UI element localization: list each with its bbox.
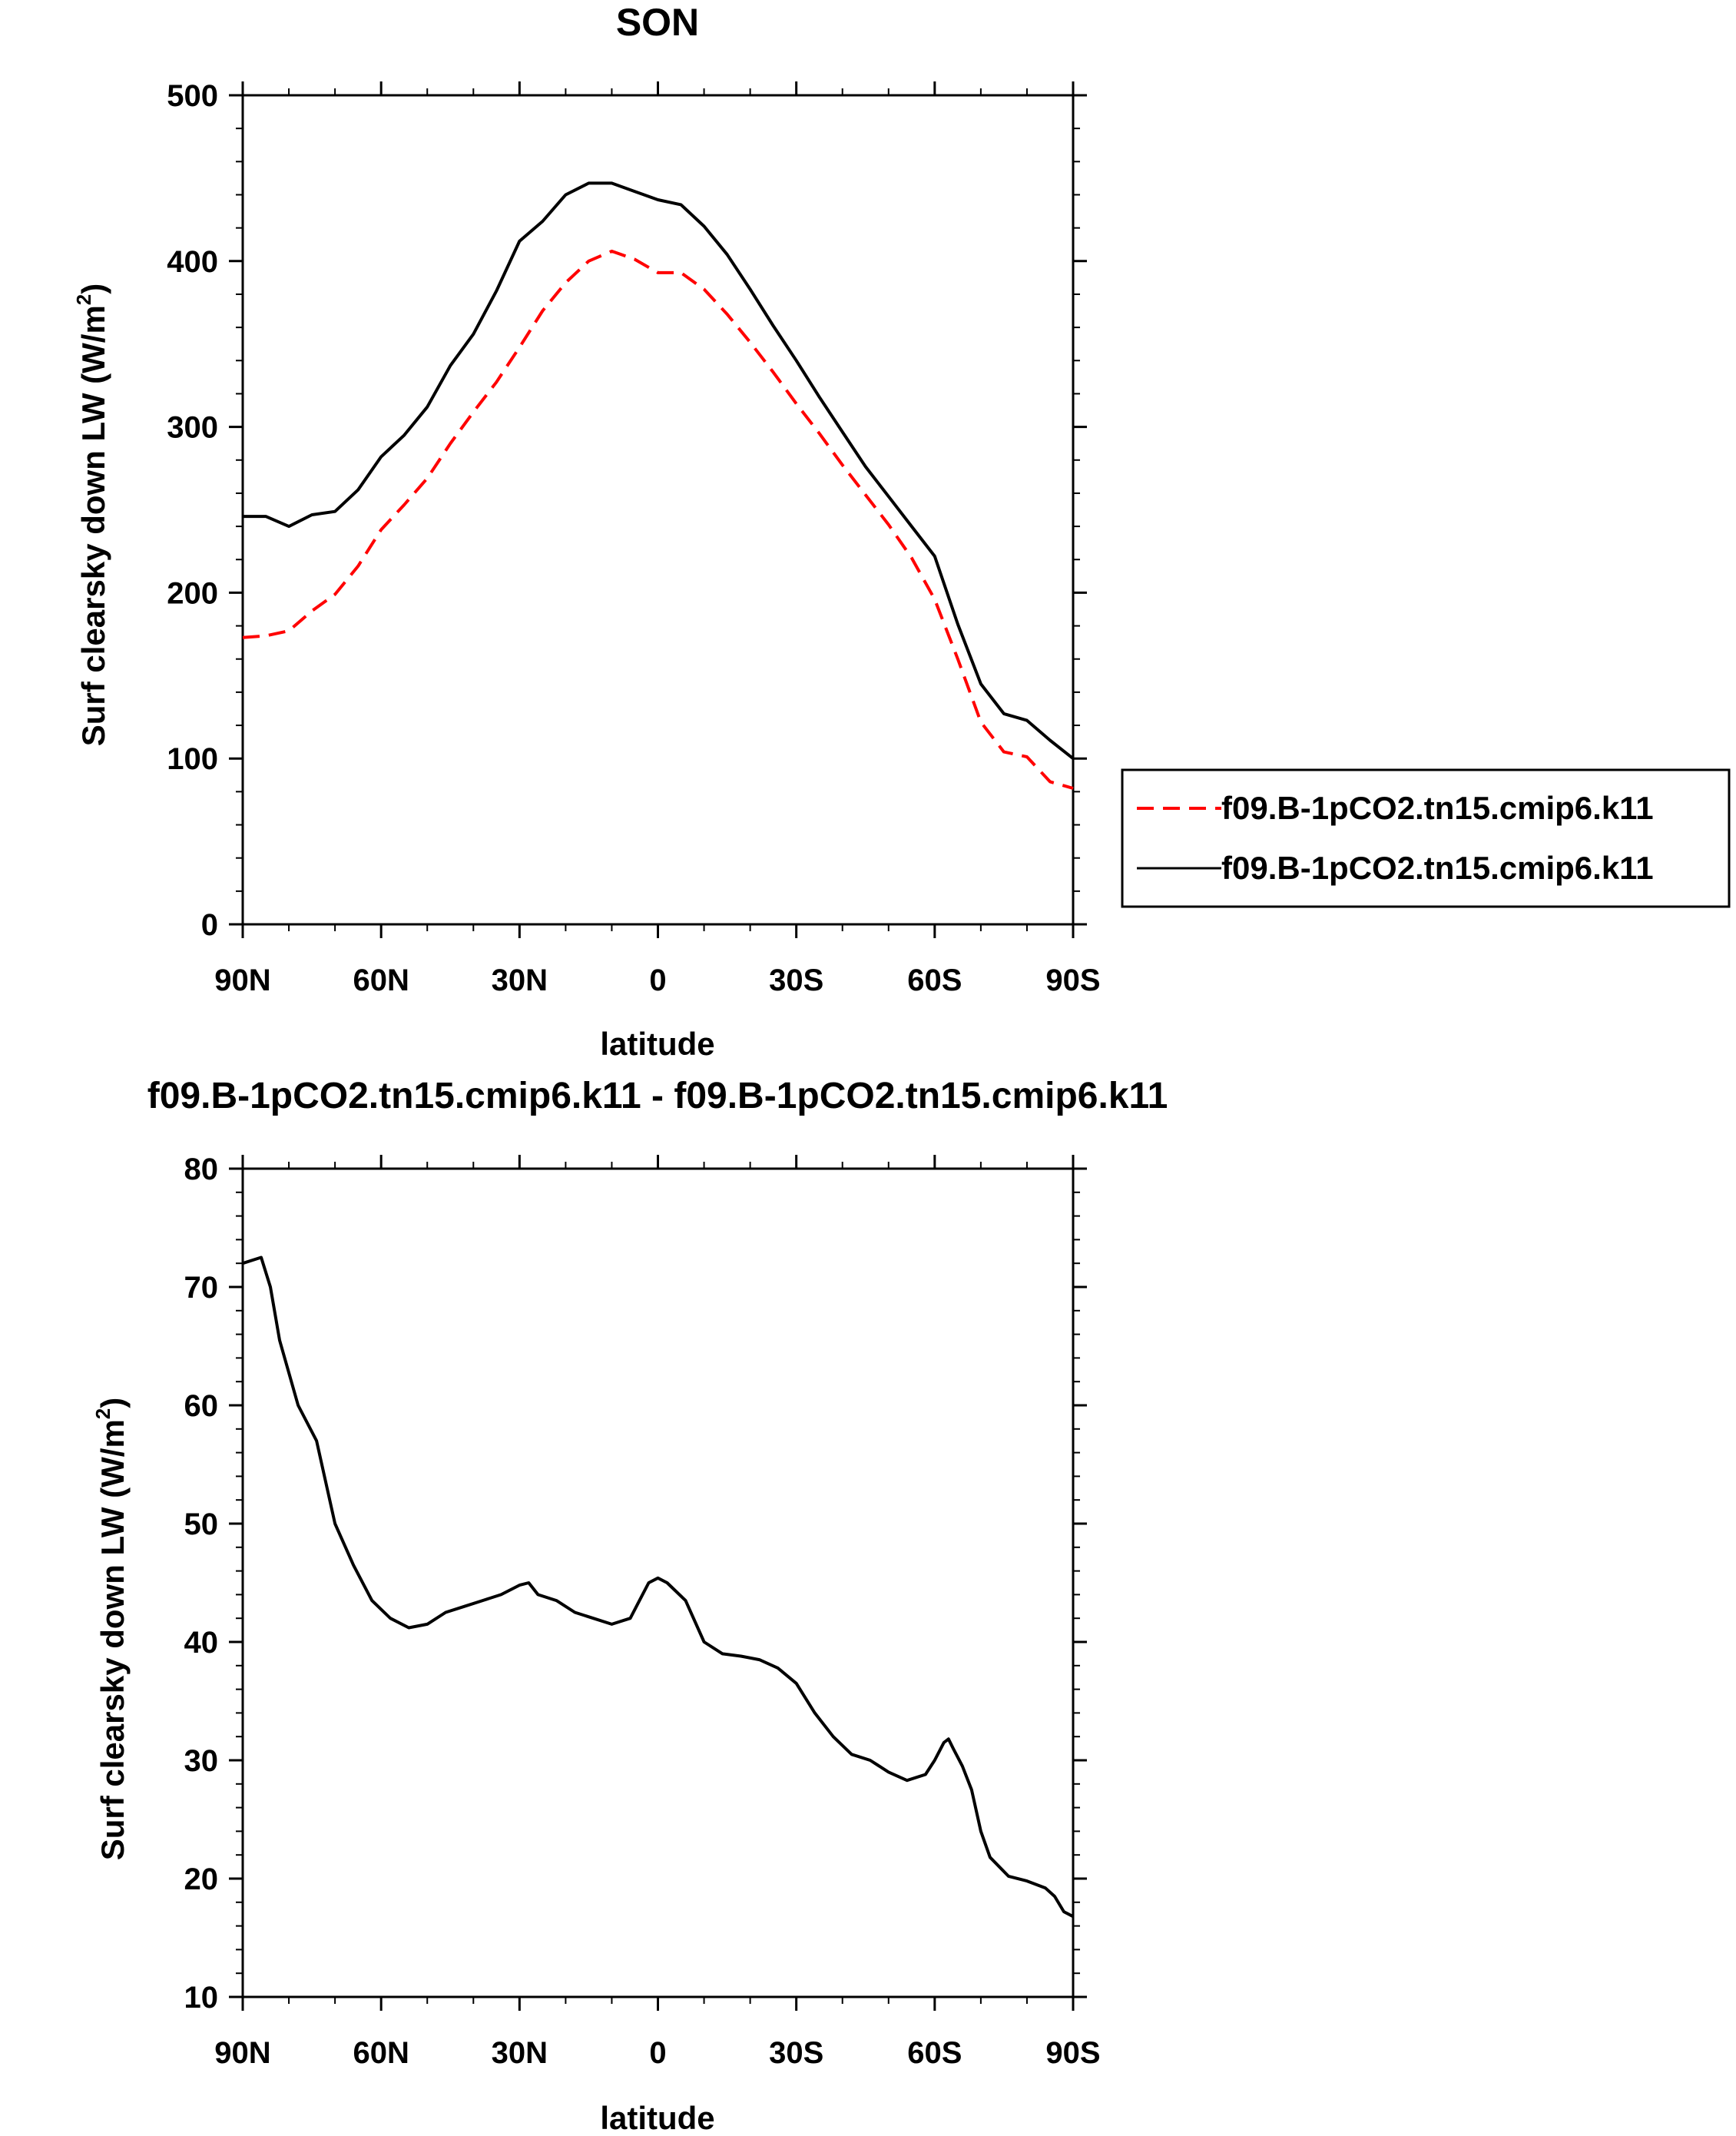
top-x-tick-label: 60S	[907, 964, 962, 997]
bottom-y-tick-label: 10	[184, 1981, 219, 2015]
bottom-x-tick-label: 60N	[353, 2036, 409, 2070]
bottom-y-axis-label-close: )	[94, 1398, 131, 1408]
bottom-y-tick-label: 60	[184, 1389, 219, 1423]
bottom-y-tick-label: 50	[184, 1507, 219, 1541]
top-y-tick-label: 100	[167, 742, 218, 776]
legend: f09.B-1pCO2.tn15.cmip6.k11 f09.B-1pCO2.t…	[1121, 768, 1731, 908]
top-y-axis-label-text: Surf clearsky down LW (W/m	[75, 305, 111, 746]
bottom-x-tick-label: 60S	[907, 2036, 962, 2070]
bottom-y-tick-label: 30	[184, 1744, 219, 1778]
bottom-y-axis-label-sup: 2	[91, 1408, 114, 1419]
top-plot-area: 0 100 200 300 400 500 90N 60N 30N 0 30S 60S 90S	[167, 79, 1100, 997]
bottom-x-tick-label: 90N	[214, 2036, 270, 2070]
bottom-chart-title: f09.B-1pCO2.tn15.cmip6.k11 - f09.B-1pCO2…	[147, 1076, 1168, 1116]
top-y-axis-label-sup: 2	[72, 294, 95, 305]
bottom-x-tick-label: 30S	[769, 2036, 823, 2070]
bottom-y-tick-label: 70	[184, 1271, 219, 1305]
bottom-x-tick-label: 30N	[492, 2036, 548, 2070]
top-y-tick-label: 200	[167, 576, 218, 610]
legend-label-1: f09.B-1pCO2.tn15.cmip6.k11	[1221, 790, 1654, 826]
bottom-x-tick-label: 0	[649, 2036, 666, 2070]
top-y-tick-label: 500	[167, 79, 218, 113]
bottom-y-tick-label: 20	[184, 1862, 219, 1896]
top-plot-frame	[241, 94, 1075, 926]
top-y-tick-label: 400	[167, 245, 218, 279]
top-series-line-1	[242, 249, 1074, 790]
top-x-tick-label: 60N	[353, 964, 409, 997]
top-y-axis-label: Surf clearsky down LW (W/m2)	[72, 284, 111, 747]
legend-label-2: f09.B-1pCO2.tn15.cmip6.k11	[1221, 850, 1654, 886]
bottom-y-axis-label: Surf clearsky down LW (W/m2)	[91, 1398, 131, 1861]
top-y-tick-label: 0	[201, 908, 218, 942]
bottom-plot-frame	[241, 1167, 1075, 1998]
top-x-tick-label: 90N	[214, 964, 270, 997]
bottom-y-axis-label-text: Surf clearsky down LW (W/m	[94, 1419, 131, 1860]
top-x-tick-label: 90S	[1045, 964, 1100, 997]
top-y-tick-label: 300	[167, 411, 218, 445]
top-x-axis-label: latitude	[600, 1026, 714, 1062]
top-y-axis-label-close: )	[75, 284, 111, 294]
top-x-tick-label: 30N	[492, 964, 548, 997]
bottom-series-line-1	[242, 1255, 1074, 1919]
top-chart-title: SON	[616, 1, 699, 44]
bottom-x-tick-label: 90S	[1045, 2036, 1100, 2070]
bottom-x-axis-label: latitude	[600, 2100, 714, 2136]
bottom-y-tick-label: 40	[184, 1626, 219, 1660]
legend-box	[1121, 768, 1731, 908]
bottom-panel: f09.B-1pCO2.tn15.cmip6.k11 - f09.B-1pCO2…	[91, 1076, 1168, 2136]
bottom-plot-area: 10 20 30 40 50 60 70 80 90N 60N 30N 0 30S 60S 90S	[184, 1153, 1101, 2070]
top-x-tick-label: 0	[649, 964, 666, 997]
top-series-line-2	[243, 181, 1075, 760]
bottom-y-tick-label: 80	[184, 1153, 219, 1186]
top-x-tick-label: 30S	[769, 964, 823, 997]
